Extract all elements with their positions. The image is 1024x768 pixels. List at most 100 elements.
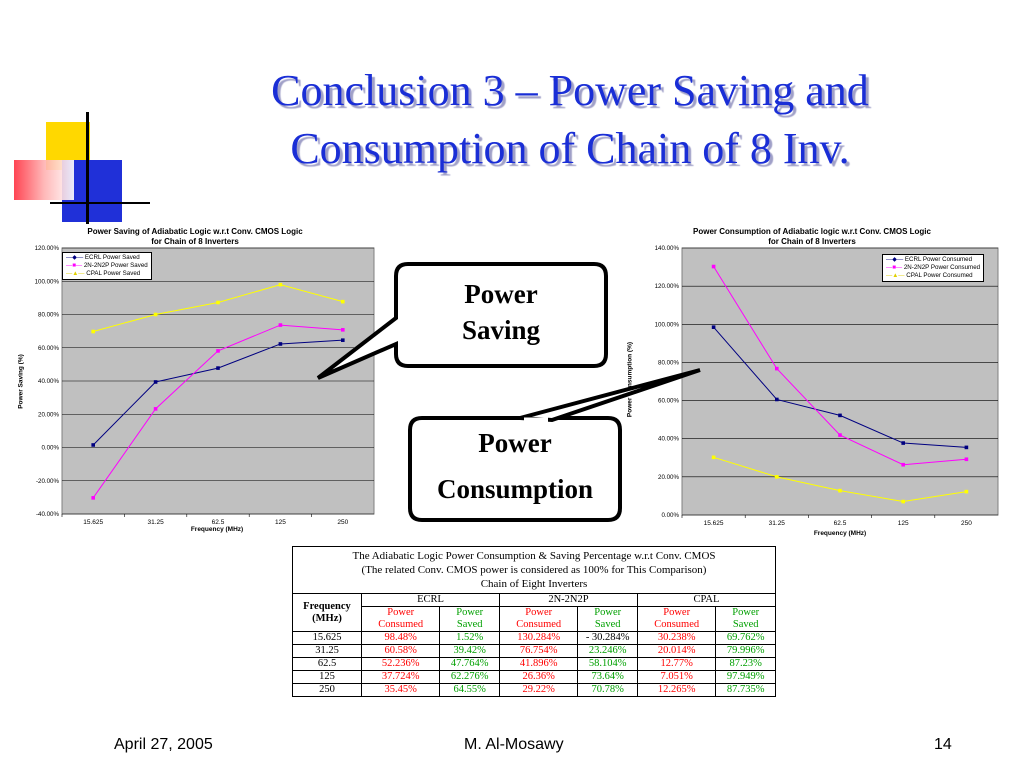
- data-point: [278, 342, 283, 346]
- legend-item-2n2n2p: —■— 2N-2N2P Power Saved: [66, 262, 148, 269]
- data-point: [838, 433, 842, 437]
- legend-label: 2N-2N2P Power Consumed: [903, 264, 981, 271]
- caption-line: The Adiabatic Logic Power Consumption & …: [352, 550, 716, 562]
- data-point: [964, 457, 969, 462]
- x-tick-label: 62.5: [212, 519, 225, 526]
- power-consumption-chart: Power Consumption of Adiabatic logic w.r…: [620, 226, 1004, 542]
- footer-author: M. Al-Mosawy: [464, 736, 564, 753]
- cell-2n2n2p-consumed: 29.22%: [498, 683, 579, 697]
- power-comparison-table: The Adiabatic Logic Power Consumption & …: [292, 546, 777, 697]
- y-tick-label: -40.00%: [36, 511, 60, 518]
- data-point: [964, 445, 969, 450]
- data-point: [278, 323, 283, 327]
- cell-cpal-consumed: 20.014%: [636, 644, 717, 658]
- data-point: [964, 489, 969, 494]
- x-tick-label: 15.625: [704, 520, 724, 527]
- sub-header-consumed: Power Consumed: [498, 606, 579, 632]
- y-tick-label: 0.00%: [661, 512, 679, 519]
- power-saving-legend: —◆— ECRL Power Saved —■— 2N-2N2P Power S…: [62, 252, 152, 280]
- power-consumption-callout-text: Power Consumption: [410, 420, 620, 512]
- x-tick-label: 250: [337, 519, 348, 526]
- cell-frequency: 250: [292, 683, 362, 697]
- slide-title-line-2: Consumption of Chain of 8 Inv.: [290, 124, 850, 173]
- data-point: [838, 413, 842, 418]
- x-tick-label: 62.5: [834, 520, 847, 527]
- data-point: [153, 312, 158, 317]
- sub-header-saved: Power Saved: [715, 606, 776, 632]
- callout-line: Power: [464, 279, 538, 309]
- table-group-header-row: Frequency (MHz) ECRL 2N-2N2P CPAL: [292, 593, 777, 632]
- table-sub-header-row: Power Consumed Power Saved Power Consume…: [293, 606, 776, 632]
- cell-ecrl-saved: 62.276%: [439, 670, 500, 684]
- cell-cpal-saved: 69.762%: [715, 631, 776, 645]
- sub-header-consumed: Power Consumed: [360, 606, 441, 632]
- data-point: [341, 328, 345, 332]
- legend-item-ecrl: —◆— ECRL Power Saved: [66, 254, 140, 261]
- table-row: 15.625 98.48% 1.52% 130.284% - 30.284% 3…: [292, 631, 776, 645]
- data-point: [91, 329, 95, 334]
- cell-2n2n2p-consumed: 130.284%: [498, 631, 579, 645]
- data-point: [341, 338, 345, 342]
- table-row: 125 37.724% 62.276% 26.36% 73.64% 7.051%…: [292, 670, 776, 684]
- y-tick-label: 80.00%: [658, 359, 679, 366]
- legend-item-cpal: —▲— CPAL Power Consumed: [886, 272, 973, 279]
- plot-area: [681, 247, 999, 516]
- cell-2n2n2p-saved: 73.64%: [577, 670, 638, 684]
- cell-cpal-saved: 87.23%: [715, 657, 776, 671]
- y-tick-label: 40.00%: [658, 436, 679, 443]
- y-tick-label: 100.00%: [655, 321, 680, 328]
- cell-ecrl-saved: 1.52%: [439, 631, 500, 645]
- power-consumption-plot: 0.00% 20.00% 40.00% 60.00% 80.00% 100.00% 120.…: [655, 245, 999, 527]
- power-saving-plot: -40.00% -20.00% 0.00% 20.00% 40.00% 60.00% 80.…: [35, 245, 375, 526]
- sub-header-consumed: Power Consumed: [636, 606, 717, 632]
- cell-ecrl-saved: 47.764%: [439, 657, 500, 671]
- data-point: [341, 299, 345, 304]
- cell-2n2n2p-consumed: 76.754%: [498, 644, 579, 658]
- y-tick-label: 20.00%: [38, 411, 59, 418]
- chart-subtitle-text: for Chain of 8 Inverters: [768, 237, 856, 246]
- data-point: [216, 300, 220, 305]
- legend-item-ecrl: —◆— ECRL Power Consumed: [886, 256, 973, 263]
- y-tick-label: 40.00%: [38, 378, 59, 385]
- data-point: [91, 496, 95, 500]
- chart-subtitle-text: for Chain of 8 Inverters: [151, 237, 239, 246]
- chart-title-text: Power Consumption of Adiabatic logic w.r…: [693, 227, 931, 236]
- cell-2n2n2p-saved: 58.104%: [577, 657, 638, 671]
- group-header-2n2n2p: 2N-2N2P: [498, 593, 638, 607]
- legend-label: CPAL Power Consumed: [906, 272, 973, 279]
- x-axis-title: Frequency (MHz): [813, 530, 867, 537]
- y-tick-label: 120.00%: [655, 283, 680, 290]
- cell-cpal-consumed: 12.265%: [636, 683, 717, 697]
- cell-frequency: 31.25: [292, 644, 362, 658]
- y-tick-label: 20.00%: [658, 474, 679, 481]
- data-point: [775, 475, 779, 479]
- sub-header-saved: Power Saved: [439, 606, 500, 632]
- data-point: [153, 380, 158, 384]
- x-axis-title: Frequency (MHz): [190, 526, 244, 533]
- power-consumption-chart-title: Power Consumption of Adiabatic logic w.r…: [620, 227, 1004, 247]
- table-row: 31.25 60.58% 39.42% 76.754% 23.246% 20.0…: [292, 644, 776, 658]
- y-tick-label: -20.00%: [36, 478, 60, 485]
- power-saving-chart-title: Power Saving of Adiabatic Logic w.r.t Co…: [14, 227, 376, 247]
- data-point: [153, 407, 158, 411]
- data-point: [901, 499, 905, 504]
- cell-ecrl-consumed: 98.48%: [360, 631, 441, 645]
- data-point: [216, 349, 220, 353]
- data-point: [711, 455, 716, 460]
- cell-cpal-consumed: 12.77%: [636, 657, 717, 671]
- frequency-header: Frequency (MHz): [292, 593, 362, 632]
- table-caption-row: The Adiabatic Logic Power Consumption & …: [292, 546, 776, 594]
- data-point: [278, 282, 283, 287]
- data-point: [775, 397, 779, 402]
- cell-cpal-consumed: 7.051%: [636, 670, 717, 684]
- cell-2n2n2p-saved: 23.246%: [577, 644, 638, 658]
- cell-cpal-saved: 87.735%: [715, 683, 776, 697]
- x-tick-label: 31.25: [147, 519, 164, 526]
- power-consumption-callout-bubble: [408, 416, 622, 522]
- data-point: [711, 325, 716, 329]
- legend-label: CPAL Power Saved: [86, 270, 141, 277]
- cell-cpal-consumed: 30.238%: [636, 631, 717, 645]
- legend-label: ECRL Power Saved: [84, 254, 140, 261]
- cell-frequency: 125: [292, 670, 362, 684]
